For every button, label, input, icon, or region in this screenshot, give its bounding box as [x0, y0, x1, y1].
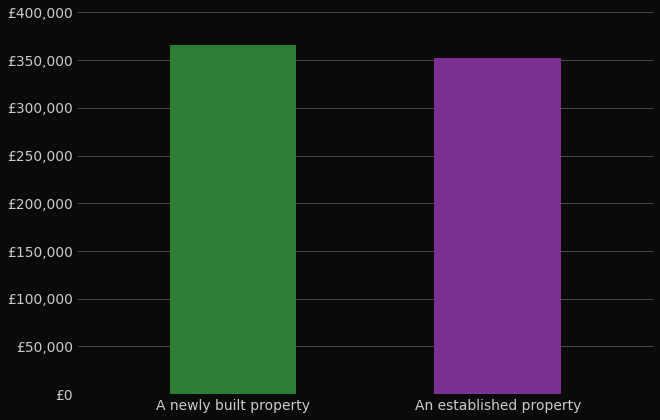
- Bar: [170, 45, 296, 394]
- Bar: [434, 58, 561, 394]
